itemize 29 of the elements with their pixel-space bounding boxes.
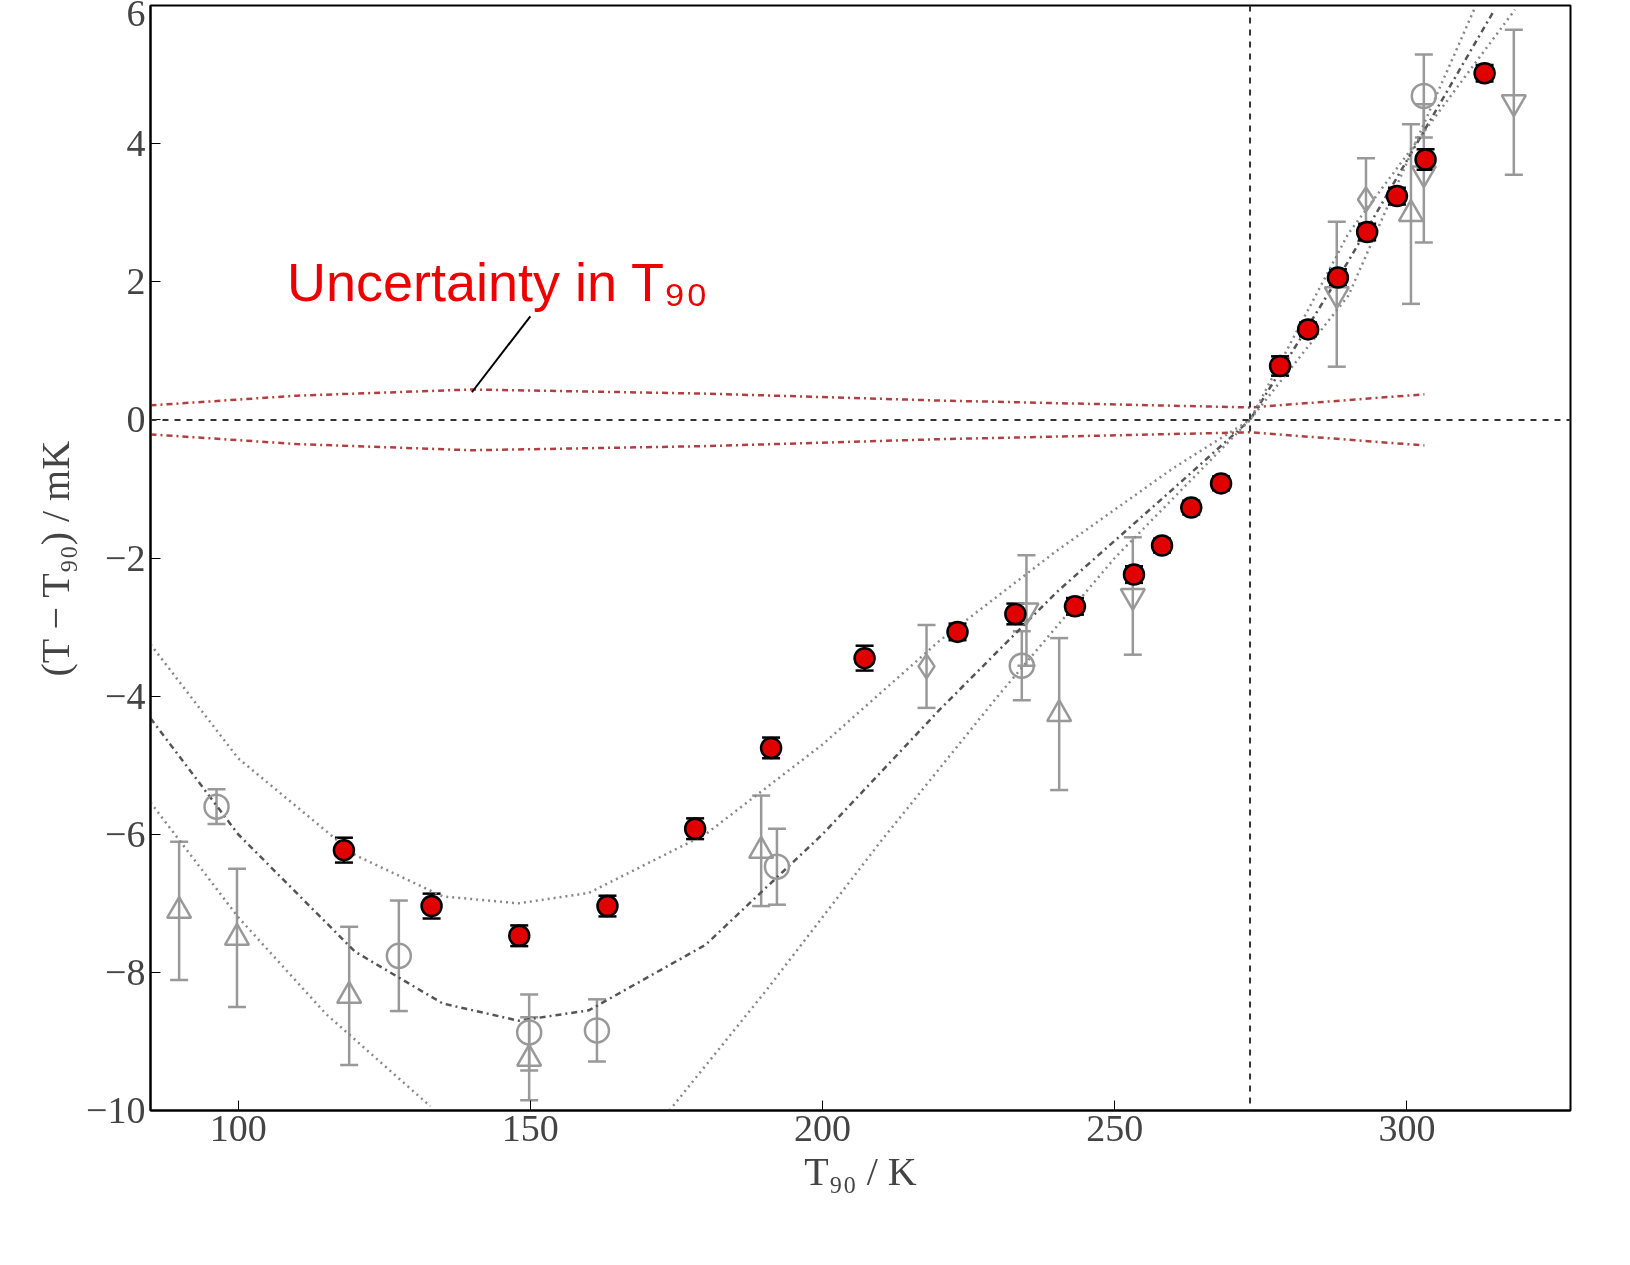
y-tick-label: −6 — [105, 812, 146, 855]
x-axis-title: T₉₀ / K — [804, 1148, 917, 1194]
x-tick-label: 200 — [794, 1106, 852, 1149]
y-tick-label: 2 — [126, 260, 146, 303]
x-tick-label: 300 — [1378, 1106, 1436, 1149]
annotation: Uncertainty in T₉₀ — [286, 252, 708, 313]
y-tick-label: 4 — [126, 122, 146, 165]
x-tick-label: 150 — [501, 1106, 559, 1149]
y-tick-label: −2 — [105, 536, 146, 579]
x-tick-label: 100 — [209, 1106, 267, 1149]
point — [917, 653, 936, 680]
point — [1150, 534, 1174, 557]
point — [203, 793, 230, 820]
y-tick-label: −4 — [105, 674, 146, 717]
point — [1356, 186, 1376, 213]
y-axis-title: (T − T₉₀) / mK — [33, 440, 79, 677]
point — [1410, 82, 1438, 110]
y-tick-label: −10 — [86, 1089, 146, 1131]
line-series — [150, 388, 1426, 409]
x-tick-label: 250 — [1086, 1106, 1144, 1149]
y-tick-label: −8 — [105, 950, 146, 993]
point — [515, 1019, 543, 1046]
point — [385, 942, 413, 970]
y-tick-label: 0 — [126, 398, 146, 441]
point — [1008, 652, 1036, 679]
line-series — [150, 431, 1426, 452]
point — [763, 853, 791, 880]
point — [583, 1017, 611, 1044]
y-tick-label: 6 — [126, 0, 146, 34]
